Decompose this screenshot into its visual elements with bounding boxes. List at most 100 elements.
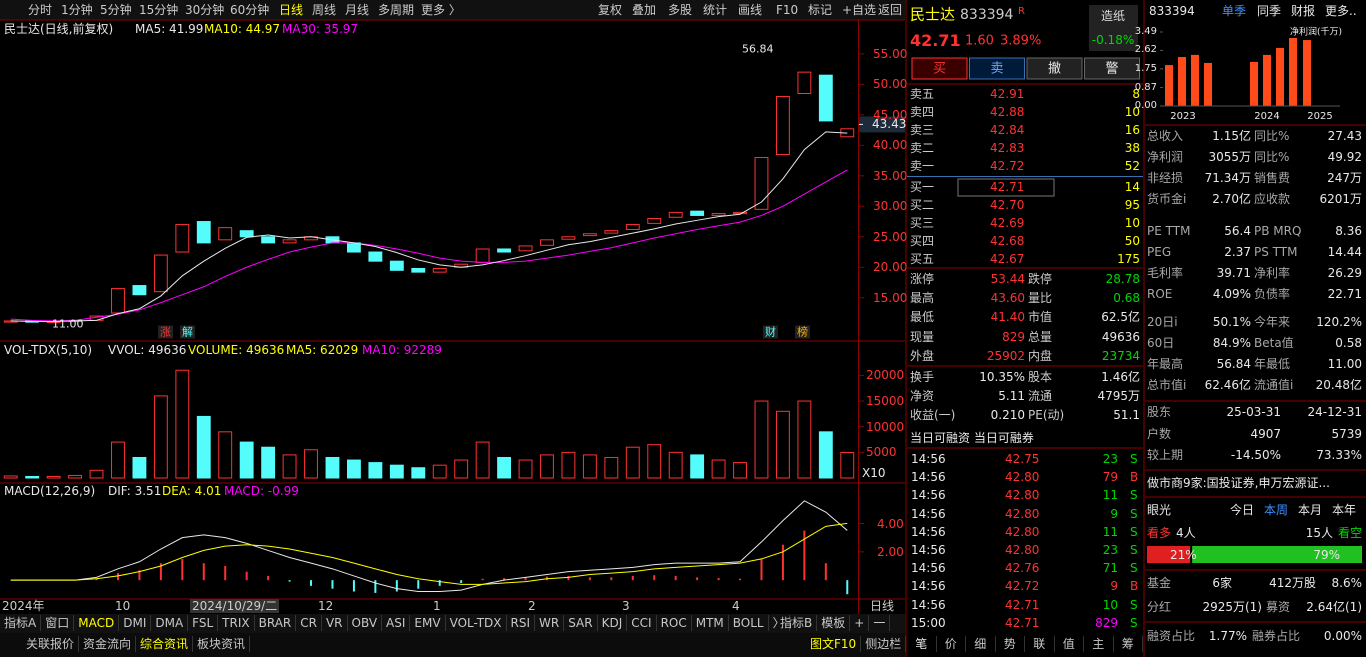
bottom-tab-item[interactable]: 关联报价 bbox=[22, 636, 80, 652]
indicator-tab-item[interactable]: 指标A bbox=[0, 615, 42, 631]
tool-button[interactable]: 复权 bbox=[598, 3, 623, 17]
bottom-tab-item[interactable]: 资金流向 bbox=[79, 636, 137, 652]
tool-button[interactable]: 返回 bbox=[878, 3, 903, 17]
period-tab[interactable]: 60分钟 bbox=[230, 3, 270, 17]
bottom-right-item[interactable]: 侧边栏 bbox=[861, 636, 907, 652]
indicator-tab-item[interactable]: ROC bbox=[657, 615, 692, 631]
tool-button[interactable]: F10 bbox=[776, 3, 799, 17]
period-tab[interactable]: 更多 〉 bbox=[421, 3, 461, 17]
indicator-tab-item[interactable]: BOLL bbox=[729, 615, 769, 631]
trade-button[interactable]: 警 bbox=[1105, 61, 1119, 77]
tool-button[interactable]: 画线 bbox=[738, 3, 763, 17]
volume-bar bbox=[518, 459, 533, 479]
indicator-extra-item[interactable]: 模板 bbox=[817, 615, 851, 631]
label: -0.18% bbox=[1091, 33, 1135, 47]
finance-tab[interactable]: 财报 bbox=[1291, 4, 1316, 18]
bottom-tab-item[interactable]: 综合资讯 bbox=[136, 636, 194, 652]
indicator-tab-item[interactable]: EMV bbox=[410, 615, 446, 631]
label: 净利率 bbox=[1254, 266, 1291, 280]
bottom-right-item[interactable]: 图文F10 bbox=[806, 636, 862, 652]
trade-tab-item[interactable]: 细 bbox=[966, 636, 996, 652]
period-tab[interactable]: 本周 bbox=[1264, 503, 1289, 517]
label: 1.60 bbox=[965, 33, 994, 49]
indicator-tab-item[interactable]: CR bbox=[296, 615, 322, 631]
x-tick-label: 4 bbox=[732, 599, 740, 613]
period-tab[interactable]: 月线 bbox=[345, 3, 370, 17]
indicator-tab-item[interactable]: ASI bbox=[382, 615, 411, 631]
indicator-tab-item[interactable]: RSI bbox=[507, 615, 536, 631]
label: 14.44 bbox=[1327, 245, 1362, 259]
indicator-tab-item[interactable]: MTM bbox=[692, 615, 729, 631]
finance-tab[interactable]: 单季 bbox=[1222, 4, 1247, 18]
tool-button[interactable]: 叠加 bbox=[632, 3, 657, 17]
indicator-tab-item[interactable]: CCI bbox=[627, 615, 657, 631]
label: 做市商9家:国投证券,申万宏源证... bbox=[1147, 476, 1330, 490]
candle bbox=[368, 251, 383, 262]
indicator-tab-item[interactable]: VOL-TDX bbox=[446, 615, 507, 631]
period-tab[interactable]: 30分钟 bbox=[185, 3, 225, 17]
label: 最低 bbox=[910, 310, 935, 325]
indicator-tab-item[interactable]: SAR bbox=[564, 615, 598, 631]
trade-tab-item[interactable]: 势 bbox=[996, 636, 1025, 652]
indicator-tab-item[interactable]: WR bbox=[535, 615, 565, 631]
volume-bar bbox=[25, 475, 40, 479]
label: 42.68 bbox=[990, 234, 1025, 248]
dea-line bbox=[10, 522, 848, 585]
y-tick-label: 45.00 bbox=[873, 107, 908, 122]
tool-button[interactable]: +自选 bbox=[842, 3, 877, 17]
trade-button[interactable]: 撤 bbox=[1047, 61, 1062, 77]
label: 非经损 bbox=[1147, 171, 1184, 185]
period-tab[interactable]: 分时 bbox=[28, 3, 53, 17]
period-tab[interactable]: 1分钟 bbox=[61, 3, 93, 17]
indicator-extra-item[interactable]: + bbox=[850, 615, 870, 631]
indicator-tab-item[interactable]: FSL bbox=[188, 615, 219, 631]
indicator-extra-item[interactable]: 指标B bbox=[776, 615, 818, 631]
period-tab[interactable]: 日线 bbox=[279, 3, 304, 17]
indicator-tab-item[interactable]: MACD bbox=[74, 615, 120, 631]
label: 41.40 bbox=[990, 310, 1025, 325]
trade-button[interactable]: 卖 bbox=[990, 61, 1004, 77]
tool-button[interactable]: 标记 bbox=[808, 3, 833, 17]
y-tick-label: 25.00 bbox=[873, 229, 908, 244]
candle bbox=[754, 157, 769, 210]
period-tab[interactable]: 本年 bbox=[1332, 503, 1357, 517]
trade-tab-item[interactable]: 笔 bbox=[907, 636, 937, 652]
label: 15人 bbox=[1305, 526, 1333, 540]
indicator-extra-item[interactable]: 一 bbox=[869, 615, 891, 631]
y-tick-label: 1.75 bbox=[1134, 62, 1157, 74]
period-tab[interactable]: 多周期 bbox=[378, 3, 415, 17]
indicator-tab-item[interactable]: TRIX bbox=[218, 615, 255, 631]
event-badge: 财 bbox=[763, 325, 778, 339]
label: 42.80 bbox=[1005, 506, 1040, 521]
trade-tab-item[interactable]: 价 bbox=[937, 636, 966, 652]
indicator-tab-item[interactable]: DMA bbox=[151, 615, 189, 631]
period-tab[interactable]: 5分钟 bbox=[100, 3, 132, 17]
indicator-tab-item[interactable]: 〉 bbox=[769, 615, 790, 631]
indicator-tab-item[interactable]: VR bbox=[322, 615, 348, 631]
indicator-tab-item[interactable]: OBV bbox=[348, 615, 383, 631]
finance-tab[interactable]: 更多.. bbox=[1325, 4, 1357, 18]
trade-tab-item[interactable]: 筹 bbox=[1114, 636, 1143, 652]
trade-tab-item[interactable]: 值 bbox=[1055, 636, 1084, 652]
trade-button[interactable]: 买 bbox=[932, 61, 947, 77]
label: 49.92 bbox=[1327, 150, 1362, 164]
indicator-tab-item[interactable]: KDJ bbox=[598, 615, 628, 631]
volume-bar bbox=[111, 441, 125, 479]
period-tab[interactable]: 今日 bbox=[1230, 503, 1255, 517]
label: 14:56 bbox=[911, 579, 946, 594]
indicator-tab-item[interactable]: DMI bbox=[119, 615, 152, 631]
volume-bar bbox=[68, 474, 83, 479]
trade-tab-item[interactable]: 联 bbox=[1025, 636, 1055, 652]
label: 内盘 bbox=[1028, 348, 1053, 363]
period-tab[interactable]: 15分钟 bbox=[139, 3, 179, 17]
tool-button[interactable]: 统计 bbox=[703, 3, 728, 17]
trade-tab-item[interactable]: 主 bbox=[1084, 636, 1114, 652]
indicator-tab-item[interactable]: BRAR bbox=[255, 615, 297, 631]
bottom-tab-item[interactable]: 板块资讯 bbox=[193, 636, 251, 652]
label: 民士达(日线,前复权) bbox=[4, 22, 114, 36]
period-tab[interactable]: 本月 bbox=[1298, 503, 1323, 517]
indicator-tab-item[interactable]: 窗口 bbox=[41, 615, 75, 631]
finance-tab[interactable]: 同季 bbox=[1257, 4, 1282, 18]
tool-button[interactable]: 多股 bbox=[668, 3, 693, 17]
period-tab[interactable]: 周线 bbox=[312, 3, 337, 17]
